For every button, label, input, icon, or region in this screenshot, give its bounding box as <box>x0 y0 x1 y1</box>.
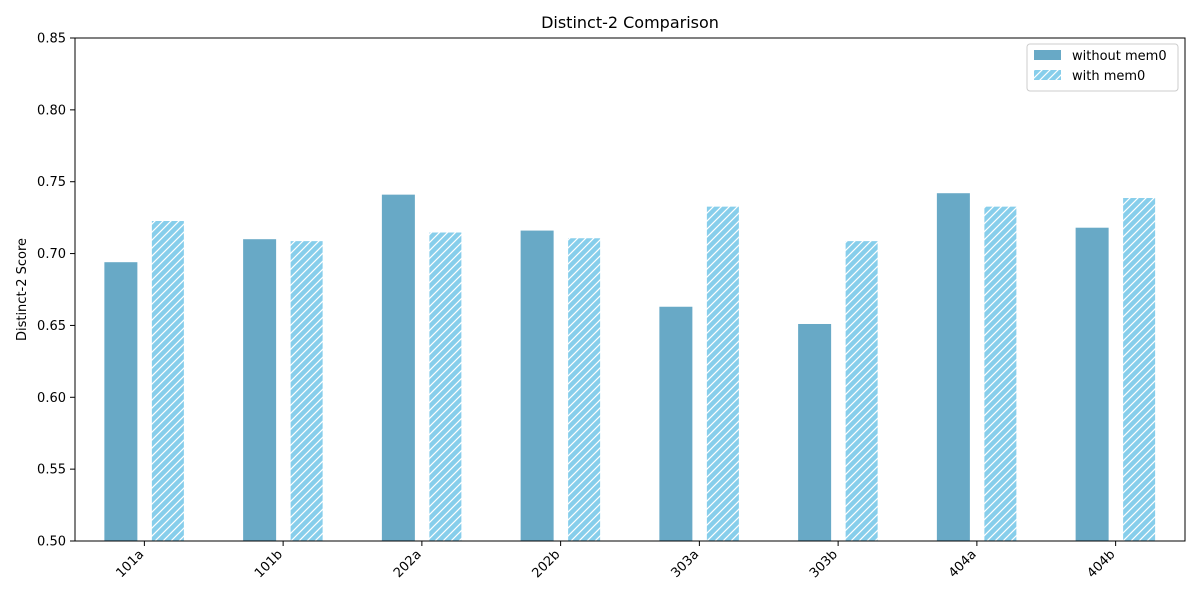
bar-without-mem0-101a <box>104 262 138 541</box>
legend-frame <box>1026 43 1179 92</box>
bar-without-mem0-404b <box>1075 227 1109 541</box>
bar-with-mem0-101b <box>289 240 324 542</box>
bar-without-mem0-303a <box>659 306 693 541</box>
bar-with-mem0-404a <box>983 205 1018 542</box>
bar-with-mem0-101a <box>150 220 185 542</box>
bar-without-mem0-202b <box>520 230 554 541</box>
x-tick-label: 202b <box>529 547 563 581</box>
bar-without-mem0-303b <box>798 323 832 541</box>
chart-title: Distinct-2 Comparison <box>541 13 719 32</box>
x-tick-label: 101a <box>113 547 147 581</box>
bar-without-mem0-101b <box>243 239 277 541</box>
x-tick-label: 303a <box>668 547 702 581</box>
plot-frame <box>74 37 1186 542</box>
y-tick-label: 0.60 <box>37 391 66 406</box>
y-tick-label: 0.70 <box>37 247 66 262</box>
x-tick-label: 202a <box>391 547 425 581</box>
bar-with-mem0-202b <box>567 237 602 542</box>
bar-with-mem0-202a <box>428 231 463 542</box>
bar-without-mem0-202a <box>381 194 415 542</box>
bar-without-mem0-404a <box>936 193 970 541</box>
legend-swatch-with-mem0 <box>1034 70 1061 80</box>
y-tick-label: 0.50 <box>37 535 66 550</box>
bar-with-mem0-303b <box>844 240 879 542</box>
x-tick-label: 101b <box>252 547 286 581</box>
x-tick-label: 404a <box>946 547 980 581</box>
legend-label: with mem0 <box>1072 69 1145 84</box>
x-tick-label: 303b <box>807 547 841 581</box>
bar-with-mem0-404b <box>1122 197 1157 542</box>
y-tick-label: 0.85 <box>37 32 66 47</box>
legend-swatch-without-mem0 <box>1034 50 1061 60</box>
y-tick-label: 0.80 <box>37 103 66 118</box>
legend: without mem0 with mem0 <box>1026 43 1179 92</box>
y-tick-label: 0.55 <box>37 463 66 478</box>
y-axis-title: Distinct-2 Score <box>15 238 30 341</box>
y-tick-label: 0.65 <box>37 319 66 334</box>
bar-with-mem0-303a <box>705 205 740 542</box>
bars-layer <box>104 193 1157 542</box>
y-tick-label: 0.75 <box>37 175 66 190</box>
legend-label: without mem0 <box>1072 49 1167 64</box>
x-tick-label: 404b <box>1084 547 1118 581</box>
